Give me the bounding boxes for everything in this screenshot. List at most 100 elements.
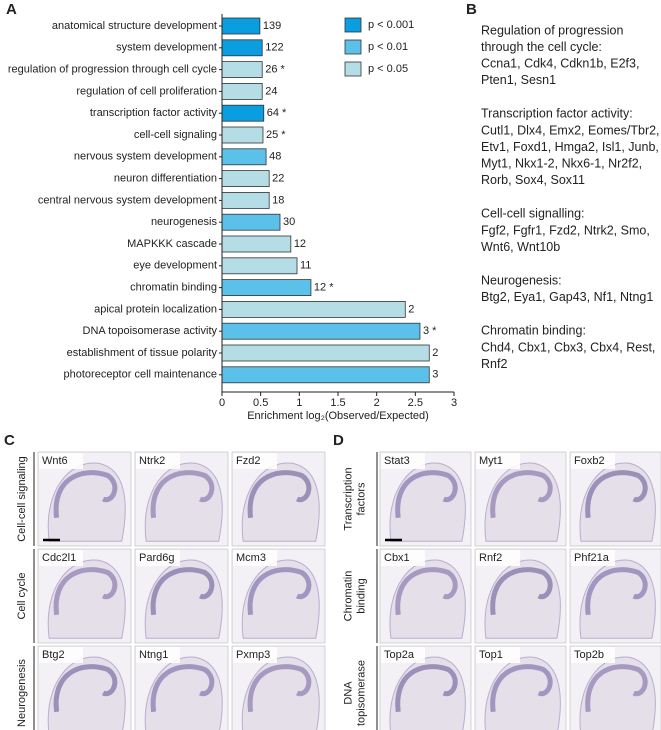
x-axis-title: Enrichment log₂(Observed/Expected) — [247, 410, 429, 422]
micrograph: Pard6g — [134, 548, 229, 644]
row-label: Cell cycle — [16, 572, 28, 619]
cortex-band — [395, 470, 458, 519]
bar — [221, 235, 292, 253]
gene-label: Stat3 — [384, 455, 410, 467]
bar — [221, 191, 270, 209]
label-bg — [233, 453, 277, 469]
x-tick-label: 1 — [296, 397, 302, 409]
x-tick-label: 3 — [451, 397, 457, 409]
cortex-band — [490, 567, 553, 616]
gene-label: Top1 — [479, 649, 503, 661]
category-label: eye development — [133, 260, 217, 272]
gene-list-line: Btg2, Eya1, Gap43, Nf1, Ntng1 — [481, 290, 653, 304]
bar — [221, 126, 264, 144]
gene-list-line: Chromatin binding: — [481, 324, 586, 338]
panel-label: A — [6, 1, 17, 18]
cortex-band — [395, 567, 458, 616]
bar — [221, 83, 263, 100]
bar — [221, 213, 281, 231]
panel-label: B — [466, 1, 477, 18]
legend-label: p < 0.05 — [368, 63, 408, 75]
category-label: regulation of progression through cell c… — [8, 64, 217, 76]
bar-label: 2 — [408, 303, 414, 315]
row-label: factors — [355, 482, 367, 516]
bar-label: 26 * — [265, 64, 285, 76]
cortex-band — [53, 470, 118, 519]
gene-label: Pxmp3 — [236, 649, 270, 661]
gene-label: Top2b — [574, 649, 604, 661]
cortex-band — [395, 664, 458, 713]
row-label: DNA — [342, 681, 354, 705]
bar-label: 122 — [265, 42, 283, 54]
micrograph: Mcm3 — [231, 548, 326, 644]
micrograph: Ntrk2 — [134, 451, 229, 547]
category-label: central nervous system development — [38, 194, 217, 206]
gene-label: Top2a — [384, 649, 415, 661]
cortex-band — [247, 567, 312, 616]
gene-label: Ntrk2 — [139, 455, 165, 467]
bar-label: 25 * — [266, 129, 286, 141]
category-label: neuron differentiation — [114, 173, 217, 185]
gene-label: Cdc2l1 — [42, 552, 76, 564]
gene-list-line: Pten1, Sesn1 — [481, 73, 556, 87]
label-bg — [381, 453, 425, 469]
micrograph: Rnf2 — [474, 548, 567, 644]
row-label: Transcription — [342, 467, 354, 530]
label-bg — [233, 550, 277, 566]
gene-label: Ntng1 — [139, 649, 168, 661]
bar-label: 64 * — [267, 107, 287, 119]
x-tick-label: 1.5 — [330, 397, 345, 409]
legend-swatch — [344, 39, 362, 55]
bar — [221, 344, 430, 362]
label-bg — [136, 550, 180, 566]
bar-label: 2 — [432, 347, 438, 359]
gene-list-line: Chd4, Cbx1, Cbx3, Cbx4, Rest, — [481, 340, 655, 354]
label-bg — [381, 647, 425, 663]
gene-label: Wnt6 — [42, 455, 68, 467]
bar — [221, 300, 406, 318]
row-label: binding — [355, 578, 367, 613]
category-label: photoreceptor cell maintenance — [64, 369, 217, 381]
bar-label: 30 — [283, 216, 295, 228]
cortex-band — [490, 470, 553, 519]
gene-list-line: Transcription factor activity: — [481, 107, 633, 121]
bar-label: 11 — [300, 260, 311, 272]
label-bg — [39, 453, 83, 469]
row-label: topisomerase — [355, 660, 367, 726]
label-bg — [136, 453, 180, 469]
micrograph: Top1 — [474, 645, 567, 730]
category-label: transcription factor activity — [90, 107, 218, 119]
bar-label: 18 — [272, 194, 284, 206]
label-bg — [39, 550, 83, 566]
gene-list-line: Wnt6, Wnt10b — [481, 240, 560, 254]
x-tick-label: 2 — [374, 397, 380, 409]
gene-list-line: through the cell cycle: — [481, 40, 602, 54]
gene-list-line: Cutl1, Dlx4, Emx2, Eomes/Tbr2, — [481, 123, 660, 137]
cortex-band — [247, 470, 312, 519]
category-label: nervous system development — [74, 151, 217, 163]
bar-label: 12 — [294, 238, 306, 250]
label-bg — [571, 453, 615, 469]
bar — [221, 279, 312, 297]
category-label: establishment of tissue polarity — [67, 347, 218, 359]
label-bg — [136, 647, 180, 663]
bar — [221, 322, 421, 340]
bar — [221, 39, 263, 57]
bar — [221, 17, 261, 35]
row-label: Neurogenesis — [16, 659, 28, 727]
micrograph: Btg2 — [37, 645, 132, 730]
gene-label: Myt1 — [479, 455, 503, 467]
cortex-band — [585, 664, 648, 713]
bar — [221, 104, 265, 122]
label-bg — [476, 550, 520, 566]
cortex-band — [490, 664, 553, 713]
category-label: neurogenesis — [151, 216, 218, 228]
bar — [221, 257, 298, 275]
gene-list-line: Rnf2 — [481, 357, 507, 371]
gene-label: Pard6g — [139, 552, 174, 564]
bar — [221, 170, 270, 188]
gene-list-line: Neurogenesis: — [481, 273, 562, 287]
category-label: cell-cell signaling — [134, 129, 217, 141]
cortex-band — [247, 664, 312, 713]
category-label: DNA topoisomerase activity — [83, 325, 218, 337]
